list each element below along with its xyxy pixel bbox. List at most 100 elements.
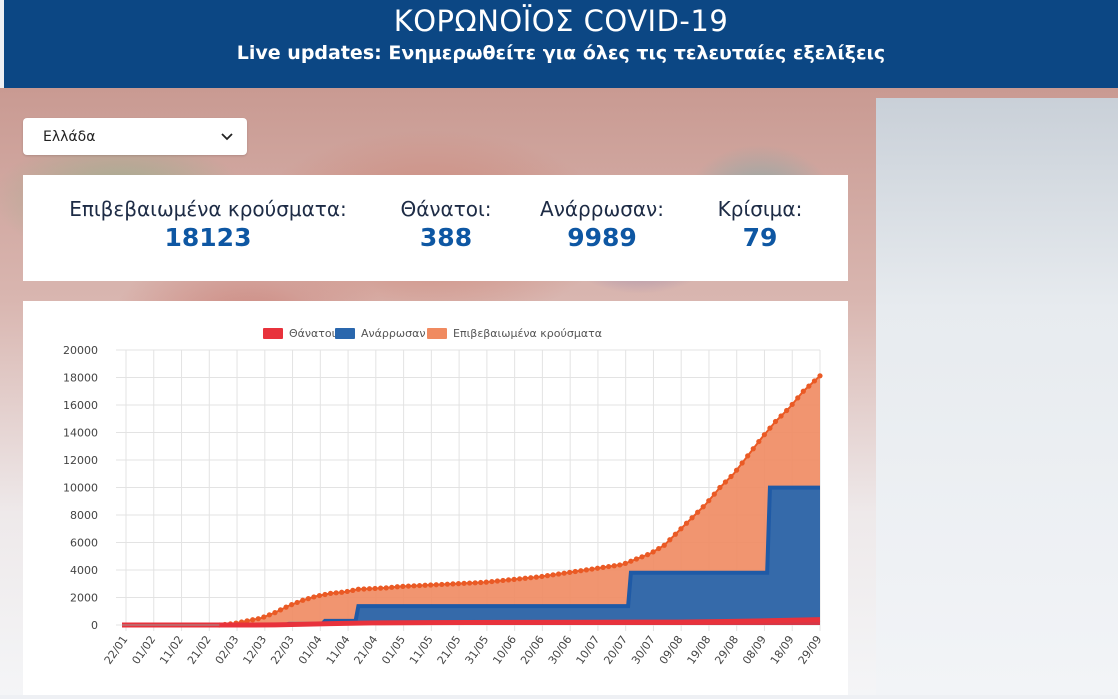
- x-tick-label: 22/01: [102, 633, 131, 666]
- confirmed-point: [706, 498, 712, 504]
- confirmed-point: [444, 581, 450, 587]
- stat-confirmed: Επιβεβαιωμένα κρούσματα: 18123: [23, 197, 393, 252]
- confirmed-point: [739, 460, 745, 466]
- confirmed-point: [722, 479, 729, 485]
- confirmed-point: [439, 581, 445, 588]
- confirmed-point: [767, 425, 773, 431]
- confirmed-point: [745, 453, 751, 459]
- stat-critical-label: Κρίσιμα:: [717, 197, 803, 221]
- chart-panel: Θάνατοι Ανάρρωσαν Επιβεβαιωμένα κρούσματα …: [23, 301, 848, 695]
- confirmed-point: [695, 509, 701, 515]
- confirmed-point: [467, 580, 473, 586]
- confirmed-point: [389, 584, 395, 590]
- confirmed-point: [344, 588, 350, 595]
- stat-critical: Κρίσιμα: 79: [705, 197, 815, 252]
- x-tick-label: 08/09: [740, 633, 769, 666]
- confirmed-point: [277, 607, 284, 613]
- confirmed-point: [606, 563, 612, 570]
- confirmed-point: [461, 580, 467, 586]
- confirmed-point: [728, 473, 734, 480]
- x-axis: 22/0101/0211/0221/0202/0312/0322/0301/04…: [102, 633, 825, 666]
- confirmed-point: [522, 575, 528, 581]
- x-tick-label: 21/02: [185, 633, 214, 666]
- legend-label: Θάνατοι: [289, 327, 336, 340]
- confirmed-point: [811, 378, 818, 384]
- confirmed-point: [555, 571, 562, 577]
- legend-swatch: [263, 328, 283, 339]
- confirmed-point: [656, 545, 662, 552]
- confirmed-point: [327, 590, 334, 596]
- confirmed-point: [733, 467, 740, 473]
- confirmed-point: [578, 568, 584, 574]
- confirmed-point: [472, 580, 478, 586]
- confirmed-point: [478, 579, 484, 586]
- x-tick-label: 19/08: [685, 633, 714, 666]
- confirmed-point: [594, 565, 601, 571]
- x-tick-label: 30/06: [546, 633, 575, 666]
- confirmed-point: [405, 583, 412, 589]
- confirmed-point: [750, 446, 756, 452]
- x-tick-label: 12/03: [240, 633, 269, 666]
- stat-deaths: Θάνατοι: 388: [393, 197, 499, 252]
- country-select[interactable]: Ελλάδα: [23, 118, 247, 155]
- confirmed-point: [806, 383, 812, 389]
- confirmed-point: [678, 526, 684, 532]
- confirmed-point: [394, 584, 400, 590]
- x-tick-label: 29/09: [796, 633, 825, 666]
- x-tick-label: 21/05: [435, 633, 464, 666]
- y-tick-label: 18000: [63, 372, 98, 385]
- confirmed-point: [333, 590, 339, 596]
- confirmed-point: [622, 560, 628, 566]
- x-tick-label: 30/07: [629, 633, 658, 666]
- stats-panel: Επιβεβαιωμένα κρούσματα: 18123 Θάνατοι: …: [23, 175, 848, 281]
- page-title: ΚΟΡΩΝΟΪΟΣ COVID-19: [393, 4, 729, 38]
- confirmed-point: [689, 515, 695, 521]
- y-tick-label: 0: [91, 619, 98, 632]
- confirmed-point: [300, 597, 306, 603]
- x-tick-label: 29/08: [712, 633, 741, 666]
- confirmed-point: [544, 573, 551, 579]
- confirmed-point: [361, 586, 367, 592]
- confirmed-point: [711, 491, 717, 497]
- x-tick-label: 10/06: [490, 633, 519, 666]
- x-tick-label: 01/05: [379, 633, 408, 666]
- y-tick-label: 4000: [70, 564, 98, 577]
- confirmed-point: [250, 617, 256, 623]
- confirmed-point: [661, 542, 667, 548]
- confirmed-point: [489, 578, 495, 585]
- confirmed-point: [416, 582, 423, 589]
- confirmed-point: [283, 604, 289, 610]
- confirmed-point: [305, 596, 311, 602]
- x-tick-label: 20/06: [518, 633, 547, 666]
- confirmed-point: [433, 582, 439, 588]
- x-tick-label: 22/03: [268, 633, 297, 666]
- confirmed-area: [122, 375, 820, 625]
- legend-label: Επιβεβαιωμένα κρούσματα: [453, 327, 602, 340]
- page-header: ΚΟΡΩΝΟΪΟΣ COVID-19 Live updates: Ενημερω…: [4, 0, 1118, 88]
- confirmed-point: [772, 418, 779, 425]
- x-tick-label: 11/04: [324, 633, 353, 666]
- confirmed-point: [644, 552, 651, 558]
- confirmed-point: [517, 576, 523, 582]
- y-tick-label: 20000: [63, 344, 98, 357]
- confirmed-point: [350, 587, 356, 593]
- y-tick-label: 6000: [70, 537, 98, 550]
- confirmed-point: [494, 578, 501, 584]
- confirmed-point: [400, 583, 406, 589]
- deaths-line: [122, 617, 821, 628]
- x-tick-label: 11/02: [157, 633, 186, 666]
- confirmed-point: [589, 566, 595, 572]
- x-tick-label: 11/05: [407, 633, 436, 666]
- confirmed-point: [294, 599, 300, 606]
- confirmed-point: [500, 577, 506, 584]
- confirmed-point: [572, 568, 578, 575]
- confirmed-point: [311, 594, 317, 600]
- legend-swatch: [427, 328, 447, 339]
- confirmed-point: [789, 401, 795, 408]
- x-tick-label: 01/02: [129, 633, 158, 666]
- confirmed-point: [756, 438, 762, 445]
- cases-chart: Θάνατοι Ανάρρωσαν Επιβεβαιωμένα κρούσματα …: [63, 327, 825, 667]
- confirmed-point: [611, 563, 617, 569]
- stat-confirmed-value: 18123: [164, 223, 252, 252]
- confirmed-point: [378, 585, 384, 591]
